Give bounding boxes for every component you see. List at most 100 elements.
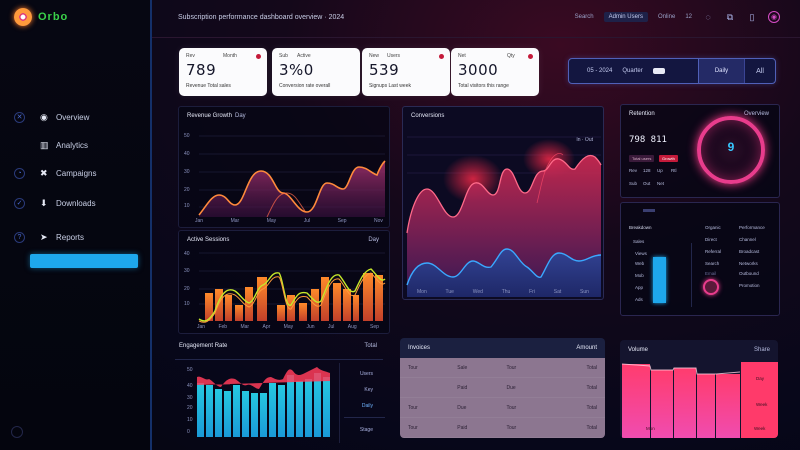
kpi-card-revenue[interactable]: Rev Month 789 Revenue Total sales bbox=[179, 48, 267, 96]
table-row[interactable]: Paid Due Total bbox=[400, 378, 605, 398]
toggle-icon[interactable] bbox=[652, 68, 665, 74]
bell-icon[interactable]: ◌ bbox=[705, 12, 711, 22]
stat-label: Sub bbox=[629, 181, 638, 186]
kpi-value: 789 bbox=[186, 61, 217, 79]
revenue-area-chart[interactable] bbox=[187, 107, 387, 218]
x-axis: Jan Mar May Jul Sep Nov bbox=[195, 218, 383, 224]
table-cell: Tour bbox=[506, 364, 517, 371]
conversions-area-chart[interactable] bbox=[403, 107, 603, 297]
clock-icon: ◔ bbox=[14, 167, 25, 179]
kpi-label: Active bbox=[297, 53, 311, 59]
panel-title: Breakdown bbox=[629, 225, 652, 230]
handle-icon bbox=[643, 209, 655, 212]
phone-icon[interactable]: ▯ bbox=[749, 11, 755, 22]
legend: Users Key Daily Stage bbox=[339, 363, 385, 443]
option-button[interactable]: All bbox=[756, 67, 764, 75]
row-value: Performance bbox=[739, 225, 765, 230]
logo[interactable]: Orbo bbox=[14, 8, 68, 26]
row-label: Search bbox=[705, 261, 720, 266]
x-axis: Jan Feb Mar Apr May Jun Jul Aug Sep bbox=[197, 324, 379, 330]
kpi-value: 3000 bbox=[458, 61, 499, 79]
x-tick: Nov bbox=[374, 218, 383, 224]
cross-icon: ✖ bbox=[40, 167, 48, 178]
bar-label: Mon bbox=[646, 426, 655, 431]
kpi-card-visitors[interactable]: Net Qty 3000 Total visitors this range bbox=[451, 48, 539, 96]
engagement-chart-panel: Engagement Rate Total 50 40 30 20 10 0 U… bbox=[170, 336, 388, 443]
table-tag[interactable]: Amount bbox=[576, 345, 597, 351]
y-tick: 10 bbox=[184, 301, 190, 307]
table-body: Tour Sale Tour Total Paid Due Total Tour… bbox=[400, 358, 605, 438]
stat-label: Up bbox=[657, 168, 663, 173]
x-tick: May bbox=[283, 324, 294, 330]
record-button[interactable] bbox=[703, 279, 719, 295]
sidebar-item-label: Reports bbox=[56, 232, 85, 242]
gauge-value: 9 bbox=[727, 140, 735, 154]
panel-title: Retention bbox=[629, 111, 655, 117]
x-tick: Mon bbox=[417, 289, 427, 295]
x-tick: Jan bbox=[195, 218, 204, 224]
legend-item: Stage bbox=[359, 427, 373, 433]
table-cell: Due bbox=[457, 404, 467, 411]
table-row[interactable]: Tour Paid Tour Total bbox=[400, 418, 605, 438]
table-row[interactable]: Tour Sale Tour Total bbox=[400, 358, 605, 378]
user-pill[interactable]: Admin Users bbox=[603, 12, 648, 22]
copy-icon[interactable]: ⧉ bbox=[726, 11, 734, 22]
avatar-icon[interactable]: ◉ bbox=[768, 11, 780, 23]
mode-button[interactable]: Daily bbox=[699, 59, 745, 83]
sidebar-item-analytics[interactable]: ▥ Analytics bbox=[0, 134, 150, 156]
x-tick: Jul bbox=[327, 324, 335, 330]
volume-bar-chart[interactable] bbox=[620, 340, 778, 438]
panel-title: Volume bbox=[628, 347, 649, 353]
sidebar-active-button[interactable] bbox=[30, 254, 138, 268]
x-tick: Jan bbox=[197, 324, 206, 330]
table-cell: Total bbox=[586, 364, 597, 371]
status-dot-icon bbox=[528, 54, 533, 59]
badge: Total users bbox=[629, 155, 655, 162]
topbar: Subscription performance dashboard overv… bbox=[152, 0, 800, 38]
y-tick: 30 bbox=[187, 395, 193, 401]
x-tick: Sun bbox=[580, 289, 589, 295]
y-tick: 50 bbox=[184, 133, 190, 139]
sidebar-item-label: Analytics bbox=[56, 140, 89, 150]
kpi-card-subscriptions[interactable]: Sub Active 3%0 Conversion rate overall bbox=[272, 48, 360, 96]
search-label[interactable]: Search bbox=[574, 14, 594, 20]
sidebar-item-reports[interactable]: ? ➤ Reports bbox=[0, 226, 150, 248]
kpi-subtitle: Signups Last week bbox=[369, 83, 411, 89]
table-cell: Due bbox=[506, 384, 516, 391]
x-tick: Sep bbox=[337, 218, 347, 224]
table-cell: Total bbox=[586, 384, 597, 391]
table-title: Invoices bbox=[408, 345, 431, 351]
axis-label: Views bbox=[635, 251, 647, 256]
y-tick: 20 bbox=[184, 286, 190, 292]
kpi-label: Qty bbox=[507, 53, 515, 59]
x-tick: Thu bbox=[501, 289, 511, 295]
sidebar: Orbo ✕ ◉ Overview ▥ Analytics ◔ ✖ Campai… bbox=[0, 0, 152, 450]
engagement-bar-chart[interactable] bbox=[195, 337, 335, 437]
sidebar-item-overview[interactable]: ✕ ◉ Overview bbox=[0, 106, 150, 128]
row-label: Direct bbox=[705, 237, 717, 242]
stat-label: 128 bbox=[643, 168, 651, 173]
sessions-bar-chart[interactable] bbox=[187, 231, 387, 326]
logo-icon bbox=[14, 8, 32, 26]
x-tick: Jun bbox=[306, 324, 315, 330]
kpi-card-signups[interactable]: New Users 539 Signups Last week bbox=[362, 48, 450, 96]
x-tick: Feb bbox=[218, 324, 228, 330]
retention-gauge[interactable]: 9 bbox=[697, 116, 765, 184]
kpi-value: 3%0 bbox=[279, 61, 314, 79]
table-row[interactable]: Tour Due Tour Total bbox=[400, 398, 605, 418]
breakdown-bar[interactable] bbox=[653, 257, 666, 303]
date-range-selector[interactable]: 05 - 2024 Quarter bbox=[569, 59, 699, 83]
sidebar-item-campaigns[interactable]: ◔ ✖ Campaigns bbox=[0, 162, 150, 184]
x-tick: Mar bbox=[240, 324, 250, 330]
table-cell: Total bbox=[586, 424, 597, 431]
kpi-subtitle: Revenue Total sales bbox=[186, 83, 231, 89]
invoice-table: Invoices Amount Tour Sale Tour Total Pai… bbox=[400, 338, 605, 438]
sidebar-item-downloads[interactable]: ✓ ⬇ Downloads bbox=[0, 192, 150, 214]
panel-title: Active Sessions bbox=[187, 237, 230, 243]
row-value: Outbound bbox=[739, 271, 759, 276]
kpi-label: Net bbox=[458, 53, 466, 59]
kpi-value: 539 bbox=[369, 61, 400, 79]
settings-icon[interactable] bbox=[11, 426, 23, 438]
volume-panel: Volume Share Mon Day Week Week bbox=[620, 340, 778, 438]
bar-label: Week bbox=[754, 426, 766, 431]
